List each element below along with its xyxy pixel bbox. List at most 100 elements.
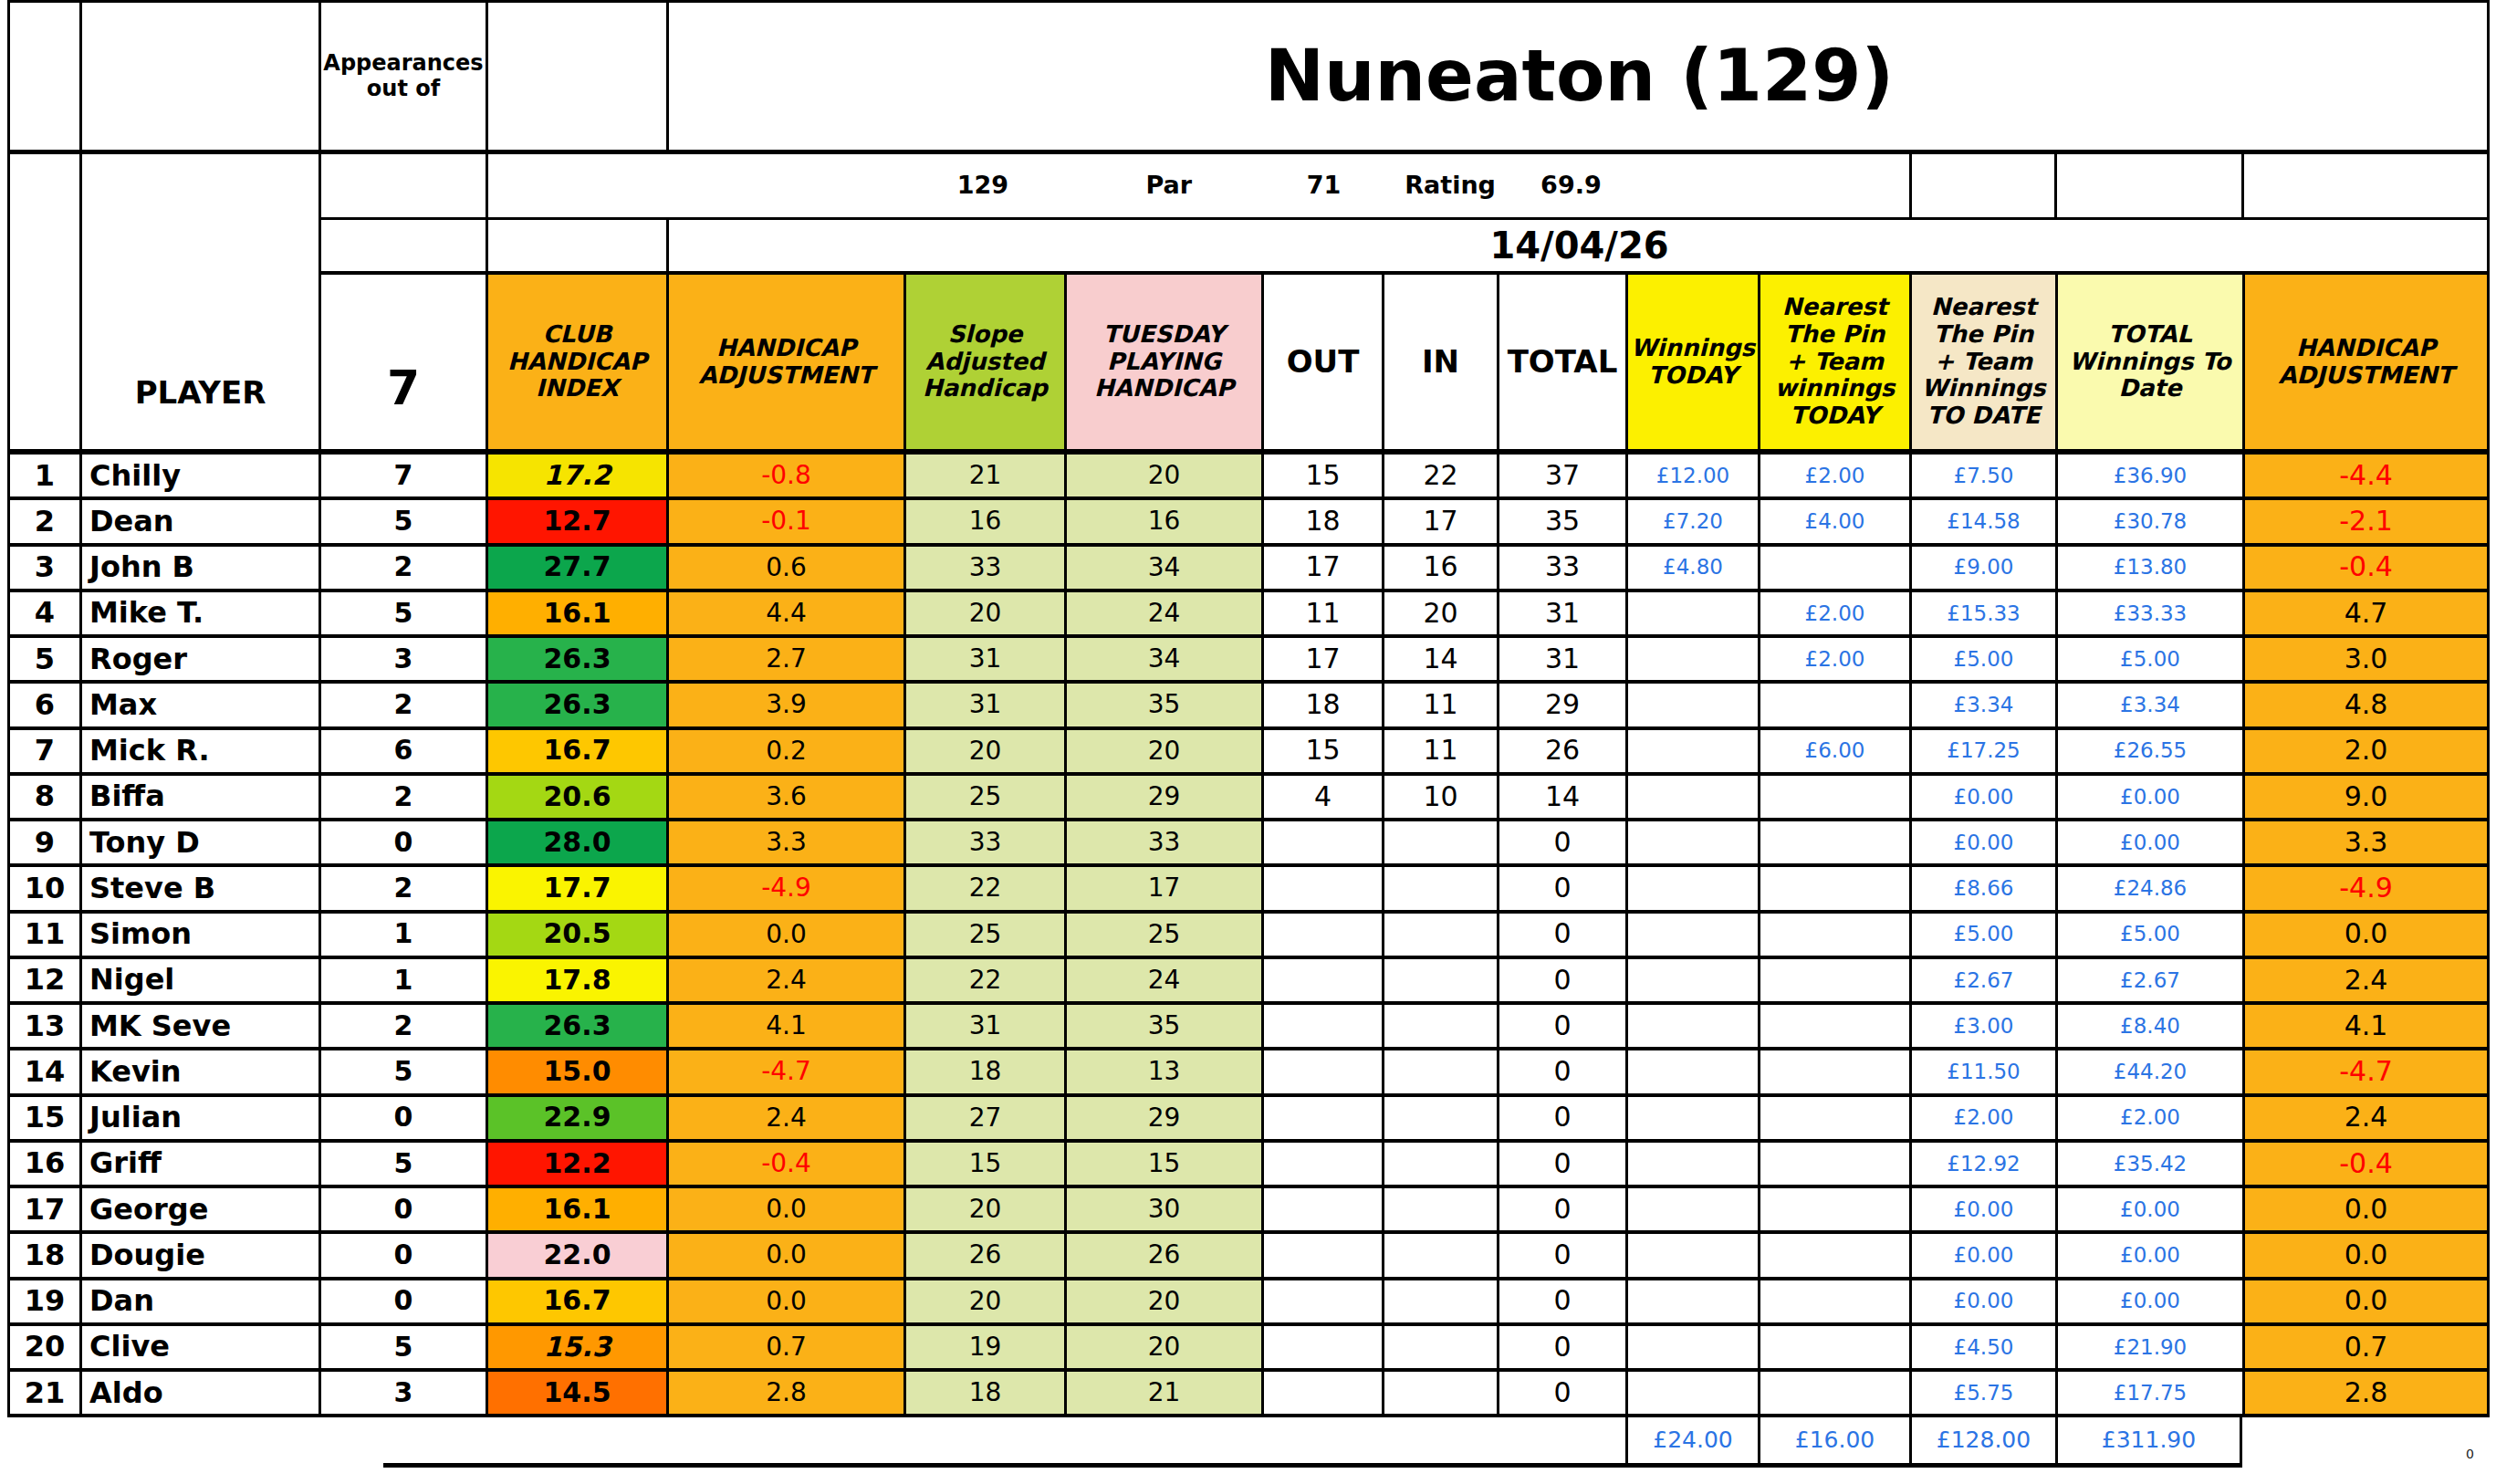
cell-row6-num[interactable]: 6	[7, 684, 79, 729]
cell-row2-slope[interactable]: 16	[903, 500, 1064, 546]
cell-row7-num[interactable]: 7	[7, 730, 79, 776]
cell-row21-total_winnings[interactable]: £17.75	[2055, 1372, 2242, 1417]
cell-row9-np_to_date[interactable]: £0.00	[1909, 821, 2055, 867]
cell-row16-out[interactable]	[1261, 1143, 1382, 1188]
cell-row10-handicap_adj[interactable]: -4.9	[2242, 867, 2490, 913]
cell-row12-name[interactable]: Nigel	[79, 959, 319, 1005]
cell-row11-in[interactable]	[1382, 914, 1497, 959]
cell-row7-index[interactable]: 16.7	[486, 730, 666, 776]
cell-par-row-spacer4[interactable]	[2241, 154, 2490, 217]
cell-row16-slope[interactable]: 15	[903, 1143, 1064, 1188]
cell-row15-name[interactable]: Julian	[79, 1097, 319, 1143]
cell-row16-apps[interactable]: 5	[319, 1143, 486, 1188]
cell-row19-np_today[interactable]	[1758, 1280, 1909, 1326]
cell-row11-handicap_adj[interactable]: 0.0	[2242, 914, 2490, 959]
cell-row15-slope[interactable]: 27	[903, 1097, 1064, 1143]
cell-row10-adj[interactable]: -4.9	[666, 867, 903, 913]
cell-row16-handicap_adj[interactable]: -0.4	[2242, 1143, 2490, 1188]
cell-row20-in[interactable]	[1382, 1326, 1497, 1372]
cell-date-row-spacer2[interactable]	[486, 220, 666, 271]
cell-row4-tue[interactable]: 24	[1064, 592, 1261, 638]
cell-row8-total_winnings[interactable]: £0.00	[2055, 776, 2242, 821]
cell-row4-apps[interactable]: 5	[319, 592, 486, 638]
cell-row15-total[interactable]: 0	[1497, 1097, 1625, 1143]
cell-row12-np_today[interactable]	[1758, 959, 1909, 1005]
header-winnings-today[interactable]: Winnings TODAY	[1625, 275, 1758, 449]
course-rating-bar[interactable]: 129 Par 71 Rating 69.9	[486, 154, 1909, 217]
cell-row15-apps[interactable]: 0	[319, 1097, 486, 1143]
cell-row10-np_to_date[interactable]: £8.66	[1909, 867, 2055, 913]
cell-top-rownum[interactable]	[7, 0, 79, 150]
cell-row20-num[interactable]: 20	[7, 1326, 79, 1372]
cell-row18-slope[interactable]: 26	[903, 1234, 1064, 1280]
cell-row4-total[interactable]: 31	[1497, 592, 1625, 638]
cell-row11-num[interactable]: 11	[7, 914, 79, 959]
cell-row3-total_winnings[interactable]: £13.80	[2055, 547, 2242, 592]
cell-row14-total_winnings[interactable]: £44.20	[2055, 1050, 2242, 1096]
cell-row21-apps[interactable]: 3	[319, 1372, 486, 1417]
cell-row10-apps[interactable]: 2	[319, 867, 486, 913]
cell-row10-tue[interactable]: 17	[1064, 867, 1261, 913]
cell-row12-total_winnings[interactable]: £2.67	[2055, 959, 2242, 1005]
total-np-today[interactable]: £16.00	[1758, 1417, 1909, 1463]
cell-top-player[interactable]	[79, 0, 319, 150]
cell-row5-handicap_adj[interactable]: 3.0	[2242, 638, 2490, 684]
cell-row2-in[interactable]: 17	[1382, 500, 1497, 546]
cell-row3-out[interactable]: 17	[1261, 547, 1382, 592]
cell-row18-name[interactable]: Dougie	[79, 1234, 319, 1280]
header-out[interactable]: OUT	[1261, 275, 1382, 449]
header-handicap-adjustment[interactable]: HANDICAP ADJUSTMENT	[666, 275, 903, 449]
cell-row8-adj[interactable]: 3.6	[666, 776, 903, 821]
cell-row8-num[interactable]: 8	[7, 776, 79, 821]
cell-row20-adj[interactable]: 0.7	[666, 1326, 903, 1372]
cell-row20-index[interactable]: 15.3	[486, 1326, 666, 1372]
cell-row6-in[interactable]: 11	[1382, 684, 1497, 729]
cell-row21-name[interactable]: Aldo	[79, 1372, 319, 1417]
cell-row10-slope[interactable]: 22	[903, 867, 1064, 913]
cell-row7-tue[interactable]: 20	[1064, 730, 1261, 776]
cell-row3-name[interactable]: John B	[79, 547, 319, 592]
cell-row20-total[interactable]: 0	[1497, 1326, 1625, 1372]
cell-row5-index[interactable]: 26.3	[486, 638, 666, 684]
cell-row20-win_today[interactable]	[1625, 1326, 1758, 1372]
cell-row12-apps[interactable]: 1	[319, 959, 486, 1005]
cell-row21-np_today[interactable]	[1758, 1372, 1909, 1417]
cell-row3-win_today[interactable]: £4.80	[1625, 547, 1758, 592]
cell-row6-name[interactable]: Max	[79, 684, 319, 729]
cell-row17-in[interactable]	[1382, 1188, 1497, 1234]
total-np-to-date[interactable]: £128.00	[1909, 1417, 2055, 1463]
cell-row14-in[interactable]	[1382, 1050, 1497, 1096]
cell-row14-win_today[interactable]	[1625, 1050, 1758, 1096]
cell-row8-tue[interactable]: 29	[1064, 776, 1261, 821]
cell-row19-apps[interactable]: 0	[319, 1280, 486, 1326]
cell-row21-adj[interactable]: 2.8	[666, 1372, 903, 1417]
cell-row4-in[interactable]: 20	[1382, 592, 1497, 638]
cell-row1-in[interactable]: 22	[1382, 455, 1497, 500]
cell-row1-num[interactable]: 1	[7, 455, 79, 500]
cell-row18-out[interactable]	[1261, 1234, 1382, 1280]
cell-row7-total_winnings[interactable]: £26.55	[2055, 730, 2242, 776]
cell-row21-in[interactable]	[1382, 1372, 1497, 1417]
cell-row14-num[interactable]: 14	[7, 1050, 79, 1096]
cell-row4-index[interactable]: 16.1	[486, 592, 666, 638]
cell-row7-slope[interactable]: 20	[903, 730, 1064, 776]
cell-row14-tue[interactable]: 13	[1064, 1050, 1261, 1096]
cell-row9-num[interactable]: 9	[7, 821, 79, 867]
cell-row11-np_to_date[interactable]: £5.00	[1909, 914, 2055, 959]
cell-row7-np_to_date[interactable]: £17.25	[1909, 730, 2055, 776]
cell-row6-apps[interactable]: 2	[319, 684, 486, 729]
cell-row8-index[interactable]: 20.6	[486, 776, 666, 821]
cell-row19-in[interactable]	[1382, 1280, 1497, 1326]
cell-row7-apps[interactable]: 6	[319, 730, 486, 776]
cell-row4-name[interactable]: Mike T.	[79, 592, 319, 638]
cell-row3-num[interactable]: 3	[7, 547, 79, 592]
cell-row5-total[interactable]: 31	[1497, 638, 1625, 684]
cell-row15-in[interactable]	[1382, 1097, 1497, 1143]
cell-row17-total[interactable]: 0	[1497, 1188, 1625, 1234]
cell-row1-total_winnings[interactable]: £36.90	[2055, 455, 2242, 500]
cell-row11-apps[interactable]: 1	[319, 914, 486, 959]
cell-row13-np_today[interactable]	[1758, 1005, 1909, 1050]
cell-row8-out[interactable]: 4	[1261, 776, 1382, 821]
cell-row8-np_to_date[interactable]: £0.00	[1909, 776, 2055, 821]
cell-row5-tue[interactable]: 34	[1064, 638, 1261, 684]
